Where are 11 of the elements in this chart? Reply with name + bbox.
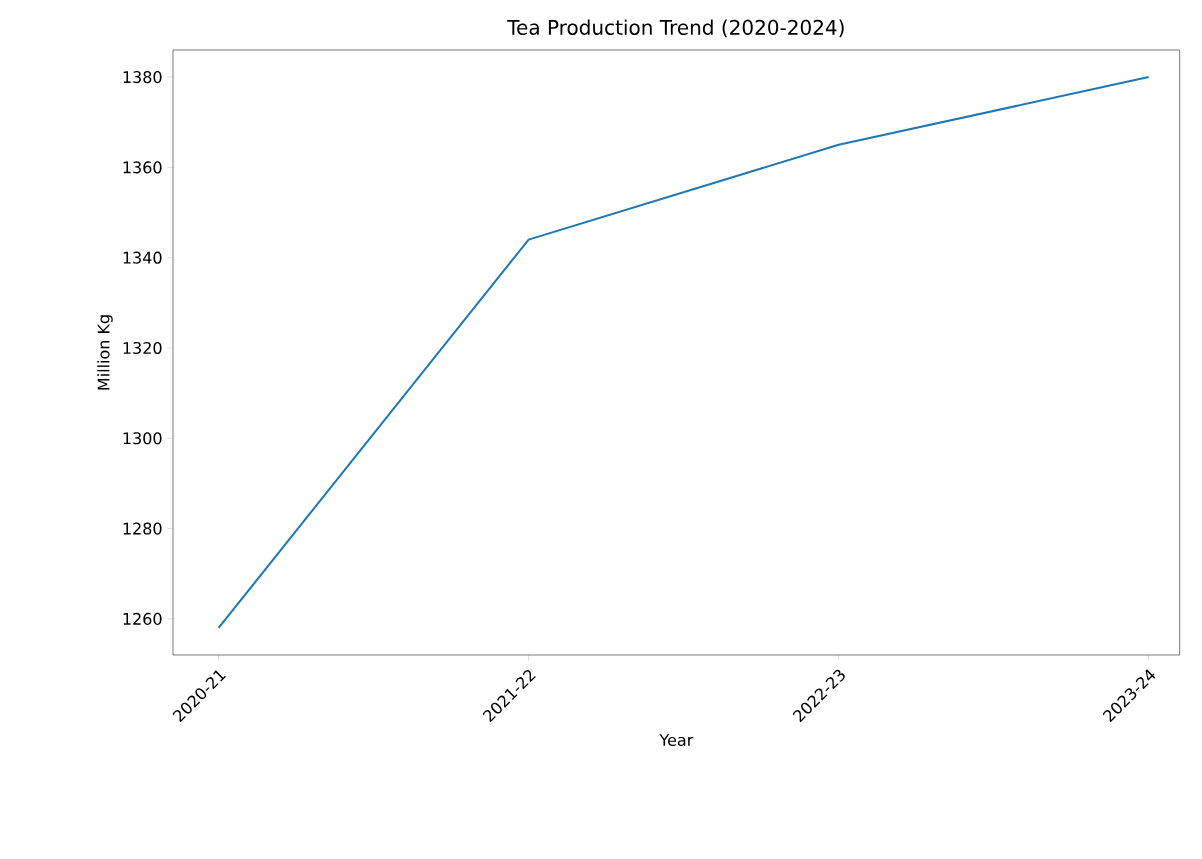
y-tick-label: 1300 — [123, 432, 162, 445]
y-tick-label: 1380 — [123, 71, 162, 84]
y-tick-label: 1280 — [123, 522, 162, 535]
y-tick-label: 1320 — [123, 341, 162, 355]
y-tick-label: 1360 — [123, 161, 162, 174]
y-tick-label: 1340 — [123, 251, 162, 264]
x-axis-title: Year — [659, 734, 694, 747]
line-series — [217, 76, 1150, 629]
chart-title: Tea Production Trend (2020-2024) — [507, 19, 844, 38]
y-axis-title: Million Kg — [97, 315, 113, 390]
y-tick-label: 1260 — [123, 612, 162, 625]
